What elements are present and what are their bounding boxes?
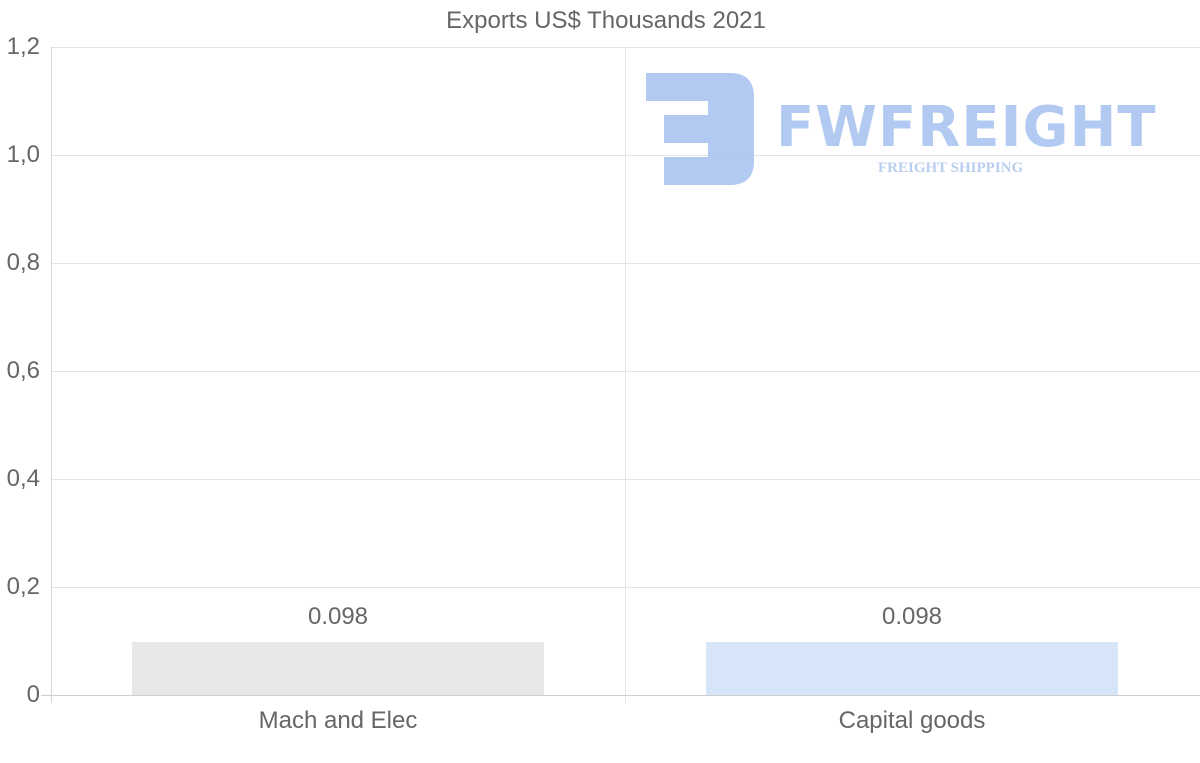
category-divider <box>625 47 626 703</box>
watermark-brand: FWFREIGHT <box>776 95 1157 160</box>
watermark-tagline: FREIGHT SHIPPING <box>878 160 1024 176</box>
bar-capital-goods[interactable] <box>706 642 1118 695</box>
ytick-label: 1,2 <box>6 33 40 60</box>
fwfreight-watermark: FWFREIGHT FREIGHT SHIPPING <box>646 73 1156 188</box>
chart-title: Exports US$ Thousands 2021 <box>446 7 766 34</box>
y-axis <box>51 47 52 703</box>
xtick-label: Capital goods <box>838 707 986 734</box>
ytick-label: 0,4 <box>6 465 40 492</box>
bar-value-label: 0.098 <box>307 603 369 630</box>
fwfreight-logo-icon <box>646 73 754 185</box>
ytick-label: 1,0 <box>6 141 40 168</box>
bar-value-label: 0.098 <box>881 603 943 630</box>
xtick-label: Mach and Elec <box>258 707 418 734</box>
ytick-label: 0,8 <box>6 249 40 276</box>
ytick-label: 0,6 <box>6 357 40 384</box>
x-axis <box>41 695 1200 696</box>
ytick-label: 0 <box>26 681 40 708</box>
bar-mach-and-elec[interactable] <box>132 642 544 695</box>
ytick-label: 0,2 <box>6 573 40 600</box>
